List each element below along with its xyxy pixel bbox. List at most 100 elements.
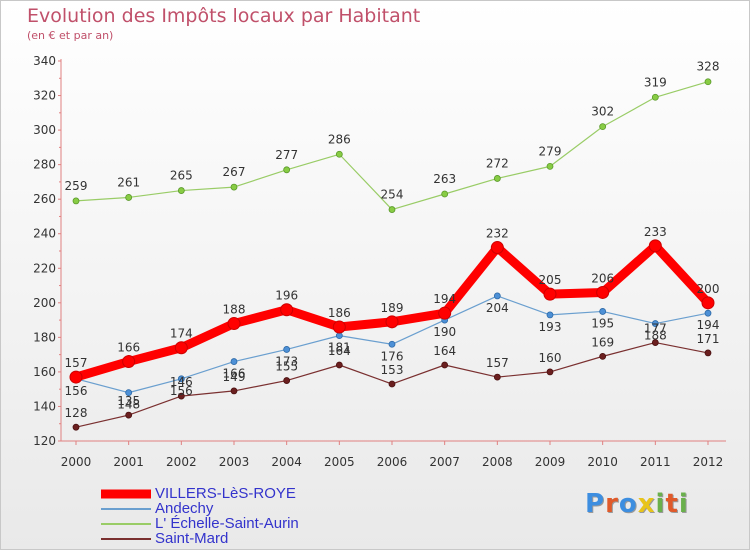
data-point bbox=[704, 309, 712, 317]
data-point bbox=[599, 352, 607, 360]
data-point bbox=[493, 175, 501, 182]
data-point bbox=[335, 332, 343, 340]
data-point bbox=[599, 123, 607, 131]
data-label: 232 bbox=[486, 227, 509, 241]
y-tick-label: 200 bbox=[33, 296, 56, 310]
proxiti-logo: Proxiti bbox=[585, 489, 689, 519]
legend-label: Andechy bbox=[155, 500, 214, 517]
data-label: 261 bbox=[117, 175, 140, 189]
data-point bbox=[283, 166, 291, 174]
data-label: 263 bbox=[433, 172, 456, 186]
y-tick-label: 220 bbox=[33, 261, 56, 275]
data-point bbox=[546, 162, 554, 170]
x-tick-label: 2000 bbox=[61, 455, 92, 469]
data-label: 279 bbox=[539, 144, 562, 158]
x-tick-label: 2009 bbox=[535, 455, 566, 469]
data-label: 200 bbox=[697, 282, 720, 296]
data-label: 177 bbox=[644, 322, 667, 336]
data-label: 302 bbox=[591, 105, 614, 119]
data-point bbox=[227, 317, 241, 331]
data-label: 194 bbox=[697, 318, 720, 332]
data-point bbox=[648, 239, 662, 253]
data-point bbox=[493, 292, 501, 300]
data-point bbox=[125, 389, 133, 397]
data-point bbox=[546, 311, 554, 319]
data-point bbox=[546, 368, 554, 376]
data-point bbox=[332, 320, 346, 334]
x-tick-label: 2002 bbox=[166, 455, 197, 469]
data-point bbox=[69, 370, 83, 384]
data-point bbox=[385, 315, 399, 329]
data-point bbox=[651, 93, 659, 101]
data-point bbox=[72, 197, 80, 205]
data-label: 169 bbox=[591, 335, 614, 349]
y-tick-label: 320 bbox=[33, 89, 56, 103]
data-point bbox=[72, 423, 80, 431]
data-label: 205 bbox=[539, 273, 562, 287]
data-label: 265 bbox=[170, 169, 193, 183]
data-label: 254 bbox=[381, 188, 404, 202]
data-label: 171 bbox=[697, 332, 720, 346]
legend-swatch bbox=[101, 489, 151, 498]
y-tick-label: 260 bbox=[33, 192, 56, 206]
x-tick-label: 2001 bbox=[113, 455, 144, 469]
data-label: 166 bbox=[223, 367, 246, 381]
data-point bbox=[335, 150, 343, 158]
logo-letter: o bbox=[618, 489, 638, 519]
data-label: 190 bbox=[433, 325, 456, 339]
x-tick-label: 2007 bbox=[429, 455, 460, 469]
data-label: 164 bbox=[433, 344, 456, 358]
data-label: 176 bbox=[381, 349, 404, 363]
data-label: 259 bbox=[65, 179, 88, 193]
legend-swatch bbox=[101, 537, 151, 540]
data-label: 164 bbox=[328, 344, 351, 358]
data-point bbox=[125, 411, 133, 419]
data-label: 148 bbox=[117, 398, 140, 412]
legend-item: Andechy bbox=[101, 501, 299, 516]
data-point bbox=[704, 349, 712, 357]
x-tick-label: 2011 bbox=[640, 455, 671, 469]
data-label: 195 bbox=[591, 316, 614, 330]
legend-label: Saint-Mard bbox=[155, 530, 229, 547]
data-label: 267 bbox=[223, 165, 246, 179]
data-point bbox=[490, 241, 504, 255]
y-tick-label: 180 bbox=[33, 330, 56, 344]
x-tick-label: 2012 bbox=[693, 455, 724, 469]
logo-letter: i bbox=[655, 489, 666, 519]
y-tick-label: 340 bbox=[33, 54, 56, 68]
data-point bbox=[596, 285, 610, 299]
logo-letter: i bbox=[678, 489, 689, 519]
data-label: 157 bbox=[486, 356, 509, 370]
data-label: 166 bbox=[117, 341, 140, 355]
logo-letter: r bbox=[605, 489, 619, 519]
data-label: 194 bbox=[433, 292, 456, 306]
data-point bbox=[283, 377, 291, 384]
data-point bbox=[230, 358, 238, 365]
data-point bbox=[230, 183, 238, 191]
legend-label: VILLERS-LèS-ROYE bbox=[155, 485, 296, 502]
data-point bbox=[441, 190, 449, 198]
x-tick-label: 2006 bbox=[377, 455, 408, 469]
data-point bbox=[125, 194, 133, 201]
data-label: 233 bbox=[644, 225, 667, 239]
data-point bbox=[122, 355, 136, 369]
x-tick-label: 2003 bbox=[219, 455, 250, 469]
chart-subtitle: (en € et par an) bbox=[27, 29, 114, 42]
data-point bbox=[441, 361, 449, 369]
logo-letter: P bbox=[585, 489, 606, 519]
legend-item: Saint-Mard bbox=[101, 531, 299, 546]
data-point bbox=[388, 380, 396, 388]
data-label: 174 bbox=[170, 327, 193, 341]
data-label: 128 bbox=[65, 406, 88, 420]
y-tick-label: 240 bbox=[33, 227, 56, 241]
x-tick-label: 2005 bbox=[324, 455, 355, 469]
data-label: 186 bbox=[328, 306, 351, 320]
data-label: 189 bbox=[381, 301, 404, 315]
data-label: 181 bbox=[328, 341, 351, 355]
data-label: 156 bbox=[170, 384, 193, 398]
data-label: 193 bbox=[539, 320, 562, 334]
y-tick-label: 140 bbox=[33, 399, 56, 413]
data-label: 188 bbox=[644, 329, 667, 343]
